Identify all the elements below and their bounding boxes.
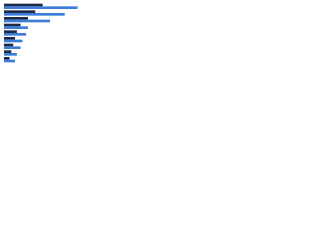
bar [4,33,27,36]
bar [4,30,17,33]
bar [4,59,16,63]
bar [4,23,21,27]
bar [4,46,21,49]
bar [4,57,10,60]
bar [4,10,36,13]
bar [4,53,17,56]
page: (() => { const data = JSON.parse(documen… [0,0,320,76]
bar [4,19,50,23]
bar [4,26,28,29]
bar [4,17,28,20]
bar [4,13,65,16]
bar [4,3,43,7]
bar [4,39,23,43]
bar [4,37,16,40]
bar [4,6,78,9]
chart [4,3,78,63]
bar [4,43,14,47]
bar [4,50,12,53]
